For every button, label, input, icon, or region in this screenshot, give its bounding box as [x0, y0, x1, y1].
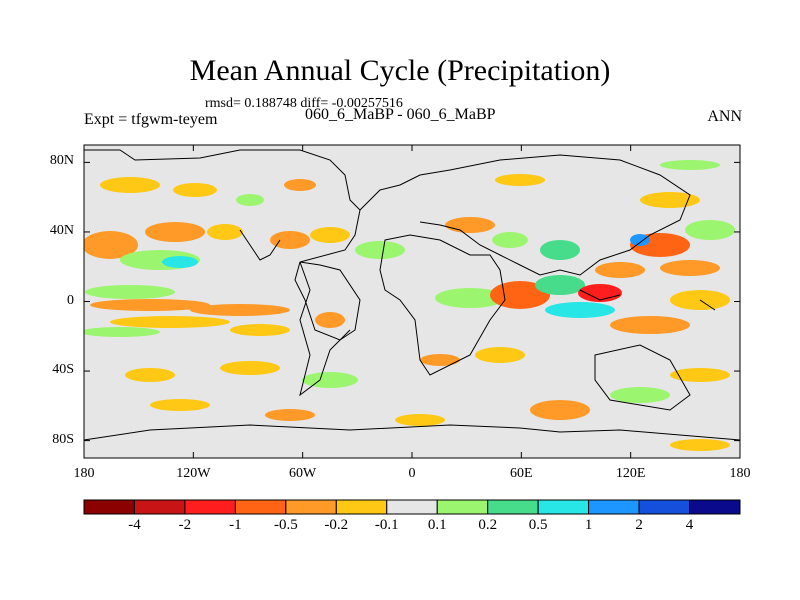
- colorbar-swatch: [285, 499, 337, 515]
- colorbar-swatch: [689, 499, 741, 515]
- x-tick-label: 180: [729, 466, 751, 481]
- colorbar-swatch: [133, 499, 186, 515]
- stats-line: rmsd= 0.188748 diff= -0.00257516: [205, 96, 403, 111]
- colorbar-label: -0.2: [324, 517, 349, 533]
- colorbar-swatch: [638, 499, 691, 515]
- colorbar-swatch: [487, 499, 539, 515]
- chart-title: Mean Annual Cycle (Precipitation): [189, 54, 611, 87]
- x-tick-label: 60W: [289, 466, 317, 481]
- colorbar-label: 0.5: [528, 517, 548, 533]
- colorbar-swatch: [335, 499, 388, 515]
- colorbar-swatch: [234, 499, 287, 515]
- colorbar-label: -0.5: [273, 517, 298, 533]
- axis-ticks: [83, 145, 741, 458]
- colorbar-label: 0.2: [478, 517, 498, 533]
- colorbar-label: -4: [128, 517, 141, 533]
- colorbar-swatch: [184, 499, 236, 515]
- colorbar-label: -1: [229, 517, 242, 533]
- colorbar-label: 2: [635, 517, 643, 533]
- y-tick-label: 80S: [52, 431, 74, 447]
- colorbar-swatch: [436, 499, 489, 515]
- colorbar-label: 1: [584, 517, 593, 533]
- x-tick-label: 180: [73, 466, 95, 481]
- y-tick-label: 80N: [49, 153, 74, 169]
- colorbar-label: 0.1: [427, 517, 447, 533]
- coastlines: [83, 149, 741, 441]
- comparison-label: 060_6_MaBP - 060_6_MaBP: [305, 106, 496, 123]
- x-tick-label: 0: [408, 466, 416, 481]
- colorbar: [83, 499, 741, 515]
- colorbar-label: -0.1: [374, 517, 399, 533]
- colorbar-swatch: [537, 499, 590, 515]
- colorbar-swatch: [386, 499, 438, 515]
- experiment-label: Expt = tfgwm-teyem: [84, 111, 218, 128]
- colorbar-label: 4: [685, 517, 694, 533]
- y-tick-label: 40N: [49, 222, 74, 238]
- colorbar-swatch: [588, 499, 640, 515]
- colorbar-label: -2: [178, 517, 192, 533]
- x-tick-label: 120W: [176, 466, 211, 481]
- colorbar-swatch: [83, 499, 135, 515]
- anomaly-blobs: [84, 160, 735, 451]
- x-tick-label: 120E: [615, 466, 646, 481]
- y-tick-label: 0: [67, 292, 74, 308]
- x-tick-label: 60E: [510, 466, 533, 481]
- y-tick-label: 40S: [52, 362, 74, 378]
- period-label: ANN: [707, 108, 742, 125]
